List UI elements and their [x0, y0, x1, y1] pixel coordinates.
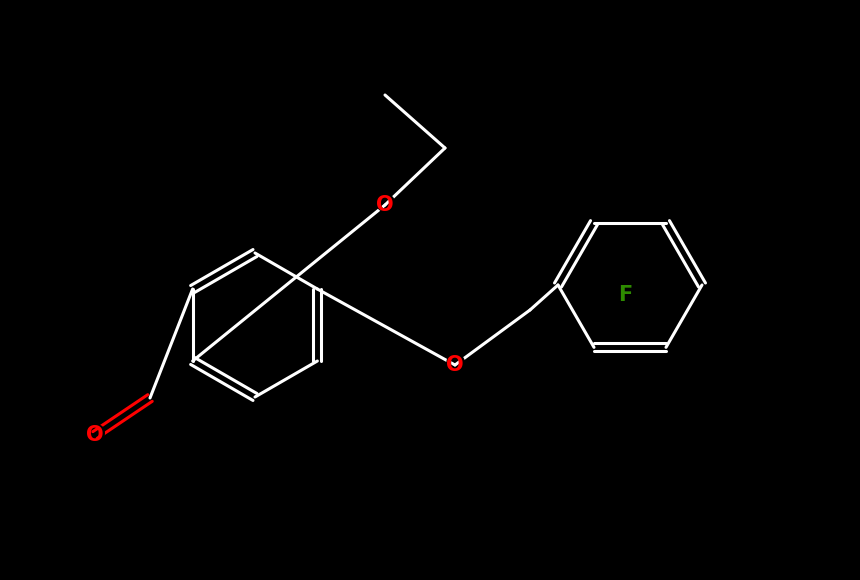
Text: O: O: [86, 425, 104, 445]
Text: F: F: [617, 285, 632, 305]
Text: O: O: [84, 423, 106, 447]
Text: O: O: [376, 195, 394, 215]
Text: F: F: [617, 283, 634, 307]
Text: O: O: [445, 353, 465, 377]
Text: O: O: [374, 193, 396, 217]
Text: O: O: [446, 355, 464, 375]
